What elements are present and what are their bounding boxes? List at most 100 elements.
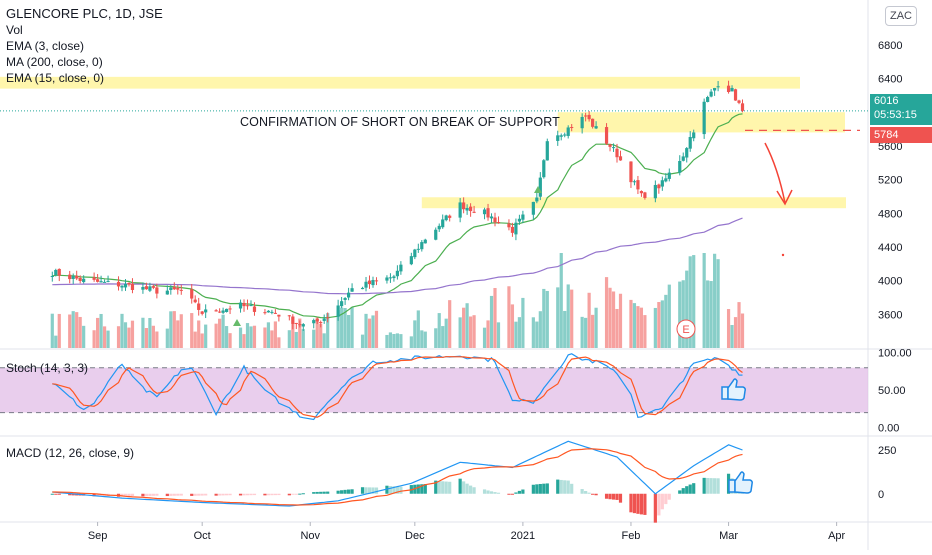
volume-bar <box>469 316 473 348</box>
macd-hist-bar <box>242 493 246 496</box>
macd-hist-bar <box>667 493 671 500</box>
macd-hist-bar <box>221 493 225 496</box>
candle-body <box>364 281 368 288</box>
volume-bar <box>465 303 469 348</box>
currency-button[interactable]: ZAC <box>885 6 917 26</box>
volume-bar <box>291 323 295 348</box>
candle-body <box>130 283 135 290</box>
macd-hist-bar <box>367 487 372 494</box>
legend-vol[interactable]: Vol <box>6 23 23 37</box>
legend-ma200[interactable]: MA (200, close, 0) <box>6 55 103 69</box>
volume-bar <box>542 288 546 348</box>
candle-body <box>96 279 100 282</box>
candle-body <box>706 97 710 102</box>
candle-body <box>409 256 413 265</box>
candle-body <box>350 288 354 292</box>
macd-hist-bar <box>517 490 522 494</box>
volume-bar <box>496 322 501 348</box>
macd-hist-bar <box>643 493 647 515</box>
macd-hist-bar <box>692 483 696 494</box>
volume-bar <box>615 308 619 348</box>
candle-body <box>688 136 692 149</box>
macd-hist-bar <box>200 493 204 496</box>
volume-bar <box>54 335 58 348</box>
volume-bar <box>416 310 420 348</box>
volume-bar <box>737 302 741 348</box>
volume-bar <box>75 312 79 348</box>
volume-bar <box>726 309 731 348</box>
candle-body <box>437 225 441 230</box>
volume-bar <box>517 317 522 348</box>
macd-hist-bar <box>179 493 183 496</box>
annotation-text[interactable]: CONFIRMATION OF SHORT ON BREAK OF SUPPOR… <box>240 115 560 129</box>
candle-body <box>277 314 281 317</box>
macd-hist-bar <box>566 480 570 494</box>
macd-hist-bar <box>604 493 609 499</box>
stoch-tick-label: 50.00 <box>878 385 906 397</box>
candle-body <box>336 305 340 317</box>
volume-bar <box>130 320 135 348</box>
macd-hist-bar <box>615 493 619 500</box>
macd-hist-bar <box>374 487 379 494</box>
volume-bar <box>273 321 277 348</box>
candle-body <box>702 101 706 135</box>
symbol-title[interactable]: GLENCORE PLC, 1D, JSE <box>6 6 163 21</box>
macd-hist-bar <box>326 491 330 494</box>
volume-bar <box>371 315 375 348</box>
legend-ema3[interactable]: EMA (3, close) <box>6 39 85 53</box>
price-tick-label: 4800 <box>878 208 902 220</box>
macd-hist-bar <box>685 486 689 494</box>
candle-body <box>176 287 180 290</box>
volume-bar <box>228 333 232 348</box>
volume-bar <box>277 337 281 348</box>
candle-body <box>99 281 103 283</box>
volume-bar <box>434 328 438 348</box>
macd-hist-bar <box>245 493 250 496</box>
macd-legend[interactable]: MACD (12, 26, close, 9) <box>6 446 135 460</box>
candle-body <box>611 147 616 149</box>
candle-body <box>326 317 330 319</box>
candle-body <box>50 275 54 277</box>
volume-bar <box>566 284 570 348</box>
x-tick-label: Apr <box>828 530 845 542</box>
macd-hist-bar <box>298 493 302 495</box>
candle-body <box>486 208 490 218</box>
volume-bar <box>388 332 393 348</box>
volume-bar <box>78 316 82 348</box>
stoch-k-line <box>52 353 743 421</box>
volume-bar <box>441 326 445 348</box>
volume-bar <box>538 311 542 348</box>
candle-body <box>214 310 218 312</box>
volume-bar <box>322 333 326 348</box>
price-tick-label: 5200 <box>878 175 902 187</box>
candle-body <box>395 270 399 277</box>
candle-body <box>493 217 497 223</box>
ema15-line <box>52 113 743 319</box>
candle-body <box>151 286 155 288</box>
macd-hist-bar <box>496 492 501 494</box>
price-tick-label: 4000 <box>878 276 902 288</box>
candle-body <box>242 302 246 307</box>
volume-bar <box>392 334 396 348</box>
macd-hist-bar <box>448 481 452 494</box>
volume-bar <box>709 281 713 348</box>
macd-hist-bar <box>584 491 588 494</box>
volume-bar <box>224 326 229 348</box>
stoch-legend[interactable]: Stoch (14, 3, 3) <box>6 361 89 375</box>
candle-body <box>448 215 452 218</box>
volume-bar <box>193 331 197 348</box>
legend-ema15[interactable]: EMA (15, close, 0) <box>6 71 105 85</box>
volume-bar <box>242 334 246 348</box>
candle-body <box>340 301 344 307</box>
macd-hist-bar <box>657 493 661 516</box>
volume-bar <box>197 320 201 348</box>
volume-bar <box>221 314 225 348</box>
macd-hist-bar <box>270 493 274 496</box>
macd-hist-bar <box>706 477 710 494</box>
earnings-circle <box>676 319 696 339</box>
candle-body <box>716 86 720 88</box>
candle-body <box>469 206 473 212</box>
macd-hist-bar <box>350 489 354 494</box>
